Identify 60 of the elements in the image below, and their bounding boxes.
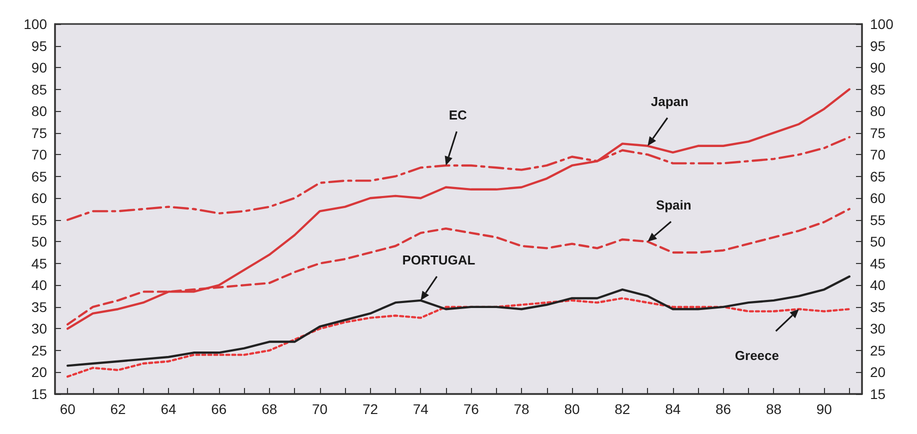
y-tick-label: 45 (31, 255, 48, 272)
text: PORTUGAL (402, 252, 476, 268)
x-tick-label: 70 (312, 401, 328, 417)
y-tick-label: 15 (31, 386, 48, 402)
y2-tick-label: 85 (870, 81, 886, 98)
x-tick-label: 82 (614, 401, 630, 417)
y2-tick-label: 35 (870, 298, 886, 315)
x-tick-label: 88 (766, 401, 782, 417)
x-tick-label: 72 (362, 401, 378, 417)
y2-tick-label: 75 (870, 124, 886, 141)
y2-tick-label: 60 (870, 190, 886, 206)
y-tick-label: 80 (31, 103, 48, 120)
y-tick-label: 55 (31, 212, 48, 228)
x-tick-label: 74 (412, 401, 429, 417)
y-tick-label: 65 (31, 168, 48, 184)
y2-tick-label: 80 (870, 103, 886, 120)
y-tick-label: 40 (31, 277, 48, 294)
x-tick-label: 80 (564, 401, 580, 417)
y2-tick-label: 55 (870, 212, 886, 228)
x-tick-label: 90 (816, 401, 832, 417)
y-tick-label: 100 (24, 16, 48, 32)
y2-tick-label: 50 (870, 234, 886, 250)
y2-tick-label: 25 (870, 342, 886, 358)
x-tick-label: 84 (665, 401, 681, 417)
x-tick-label: 76 (463, 401, 480, 417)
y2-tick-label: 100 (870, 16, 894, 32)
y-tick-label: 85 (31, 81, 48, 98)
y-tick-label: 90 (31, 60, 48, 76)
y2-tick-label: 40 (870, 277, 886, 294)
x-tick-label: 62 (110, 401, 126, 417)
x-tick-label: 60 (60, 401, 76, 417)
y-tick-label: 20 (31, 364, 48, 380)
y2-tick-label: 65 (870, 168, 886, 184)
y-tick-label: 50 (31, 234, 48, 250)
y-tick-label: 60 (31, 190, 48, 206)
x-tick-label: 86 (716, 401, 732, 417)
line-series (66, 275, 850, 367)
text: Greece (734, 348, 779, 364)
y2-tick-label: 70 (870, 146, 886, 163)
y2-tick-label: 15 (870, 386, 886, 402)
x-tick-label: 64 (160, 401, 176, 417)
y-tick-label: 30 (31, 320, 48, 337)
y2-tick-label: 90 (870, 60, 886, 76)
y-tick-label: 25 (31, 342, 48, 358)
line-series (66, 297, 850, 378)
y-tick-label: 70 (31, 146, 48, 163)
text: Japan (650, 94, 688, 109)
y2-tick-label: 95 (870, 38, 886, 54)
y2-tick-label: 30 (870, 320, 886, 337)
text: Spain (656, 198, 692, 213)
line-series (66, 88, 850, 330)
x-tick-label: 78 (514, 401, 530, 417)
y-tick-label: 75 (31, 124, 48, 141)
y2-tick-label: 45 (870, 255, 886, 272)
y2-tick-label: 20 (870, 364, 886, 380)
x-tick-label: 66 (211, 401, 227, 417)
y-tick-label: 95 (31, 38, 48, 54)
x-tick-label: 68 (262, 401, 278, 417)
y-tick-label: 35 (31, 298, 48, 315)
text: EC (448, 107, 468, 122)
